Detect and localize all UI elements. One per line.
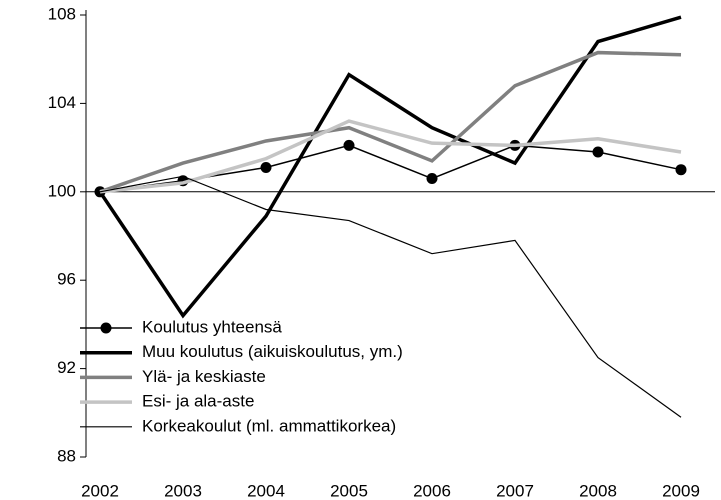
legend-label: Ylä- ja keskiaste <box>142 367 266 386</box>
x-tick-label: 2006 <box>413 481 451 500</box>
legend-label: Korkeakoulut (ml. ammattikorkea) <box>142 416 396 435</box>
point-marker <box>592 146 604 158</box>
point-marker <box>343 139 355 151</box>
y-tick-label: 96 <box>57 270 76 289</box>
point-marker <box>426 173 438 185</box>
series-line <box>99 119 682 194</box>
y-tick-label: 92 <box>57 358 76 377</box>
series-line <box>98 15 682 319</box>
y-tick-label: 88 <box>57 446 76 465</box>
y-tick-label: 104 <box>48 93 76 112</box>
legend-label: Muu koulutus (aikuiskoulutus, ym.) <box>142 342 403 361</box>
x-tick-label: 2002 <box>81 481 119 500</box>
y-tick-label: 100 <box>48 181 76 200</box>
x-tick-label: 2004 <box>247 481 285 500</box>
legend-label: Esi- ja ala-aste <box>142 392 254 411</box>
legend-label: Koulutus yhteensä <box>142 317 282 336</box>
series-line <box>99 50 682 194</box>
x-tick-label: 2009 <box>662 481 700 500</box>
point-marker <box>675 164 687 176</box>
x-tick-label: 2005 <box>330 481 368 500</box>
x-tick-label: 2007 <box>496 481 534 500</box>
point-marker <box>260 161 272 173</box>
series-line <box>99 175 682 418</box>
x-tick-label: 2008 <box>579 481 617 500</box>
x-tick-label: 2003 <box>164 481 202 500</box>
legend-marker <box>100 322 112 334</box>
y-tick-label: 108 <box>48 4 76 23</box>
